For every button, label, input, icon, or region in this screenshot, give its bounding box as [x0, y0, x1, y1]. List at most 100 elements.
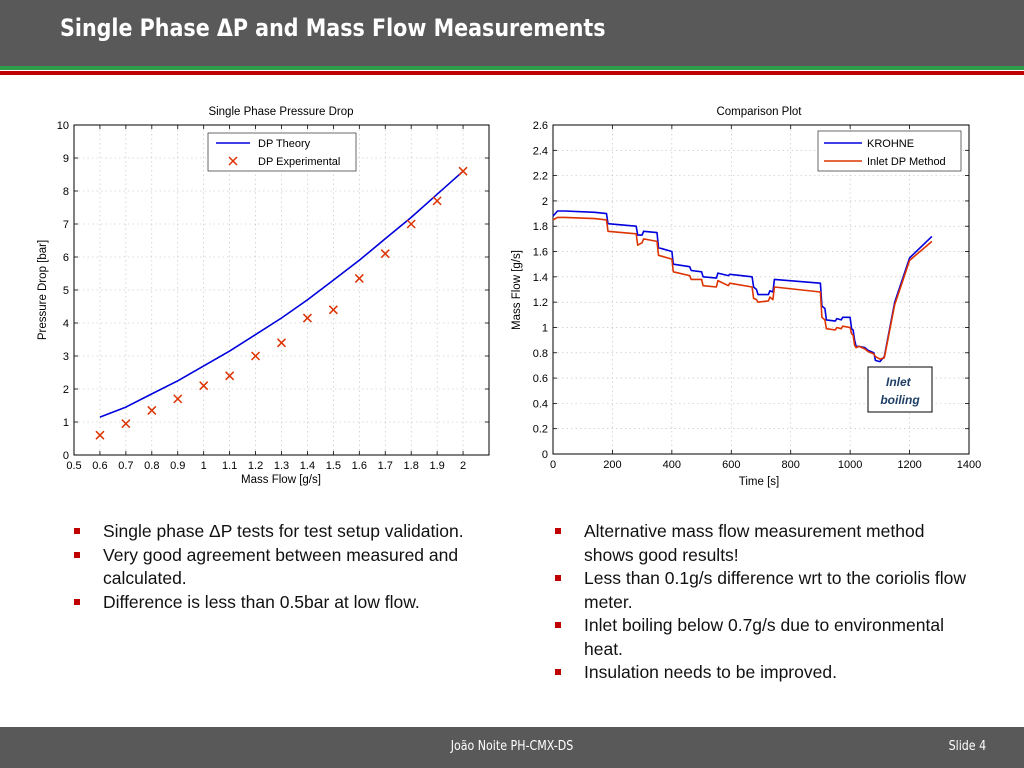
bullet-marker [555, 528, 561, 534]
charts-canvas: Single Phase Pressure Drop 0.5 0.6 0.7 0.8 0… [37, 106, 981, 488]
line-dp-theory [99, 170, 464, 418]
point-dp-experimental [302, 313, 312, 323]
right-bullet: Inlet boiling below 0.7g/s due to enviro… [553, 614, 973, 661]
point-dp-experimental [95, 430, 105, 440]
y-tick-label: 0 [542, 449, 548, 461]
x-tick-label: 400 [663, 459, 681, 471]
comparison-series [552, 210, 933, 363]
legend-dp-theory: DP Theory [258, 138, 311, 150]
bullet-text: Difference is less than 0.5bar at low fl… [103, 591, 420, 612]
left-bullet: Single phase ΔP tests for test setup val… [72, 520, 472, 544]
inlet-boiling-annotation: Inlet boiling [867, 366, 933, 413]
pressure-drop-y-label: Pressure Drop [bar] [37, 240, 49, 340]
right-bullet: Insulation needs to be improved. [553, 661, 973, 685]
line-inlet-dp-method [552, 216, 933, 360]
x-tick-label: 1 [201, 460, 207, 472]
header-stripe-green [0, 66, 1024, 70]
point-dp-experimental [458, 166, 468, 176]
pressure-drop-legend: DP Theory DP Experimental [207, 132, 357, 172]
y-tick-label: 2.2 [533, 171, 548, 183]
pressure-drop-series [95, 166, 468, 440]
bullets-right: Alternative mass flow measurement method… [553, 520, 973, 685]
y-tick-label: 2 [63, 384, 69, 396]
y-tick-label: 0.8 [533, 348, 548, 360]
y-tick-label: 1.6 [533, 247, 548, 259]
legend-inlet-dp: Inlet DP Method [867, 156, 946, 168]
y-tick-label: 2 [542, 196, 548, 208]
bullet-marker [74, 598, 80, 605]
bullet-text: Alternative mass flow measurement method… [584, 521, 925, 565]
y-tick-label: 9 [63, 153, 69, 165]
y-tick-label: 1 [63, 417, 69, 429]
header-stripe-red [0, 71, 1024, 75]
footer-author: João Noite PH-CMX-DS [450, 739, 574, 754]
x-tick-label: 1400 [957, 459, 981, 471]
y-tick-label: 0.2 [533, 424, 548, 436]
bullet-text: Inlet boiling below 0.7g/s due to enviro… [584, 615, 944, 659]
bullet-text: Insulation needs to be improved. [584, 662, 837, 682]
x-tick-label: 1.8 [404, 460, 419, 472]
bullet-text: Very good agreement between measured and… [103, 544, 459, 589]
point-dp-experimental [173, 394, 183, 404]
right-bullet: Alternative mass flow measurement method… [553, 520, 973, 567]
bullet-marker [555, 622, 561, 628]
legend-krohne: KROHNE [867, 138, 914, 150]
y-tick-label: 1.4 [533, 272, 548, 284]
x-tick-label: 1.9 [429, 460, 444, 472]
y-tick-label: 6 [63, 252, 69, 264]
comparison-y-label: Mass Flow [g/s] [511, 250, 523, 330]
point-dp-experimental [225, 371, 235, 381]
y-tick-label: 1 [542, 322, 548, 334]
point-dp-experimental [406, 219, 416, 229]
left-bullet: Difference is less than 0.5bar at low fl… [72, 591, 472, 615]
pressure-drop-chart: Single Phase Pressure Drop 0.5 0.6 0.7 0.8 0… [37, 106, 490, 486]
x-tick-label: 1.3 [274, 460, 289, 472]
x-tick-label: 0 [550, 459, 556, 471]
pressure-drop-grid [74, 125, 489, 455]
y-tick-label: 7 [63, 219, 69, 231]
x-tick-label: 0.6 [92, 460, 107, 472]
bullet-marker [555, 575, 561, 581]
x-tick-label: 600 [722, 459, 740, 471]
x-tick-label: 200 [603, 459, 621, 471]
x-tick-label: 1000 [838, 459, 862, 471]
pressure-drop-chart-title: Single Phase Pressure Drop [208, 106, 353, 118]
slide-header: Single Phase ΔP and Mass Flow Measuremen… [0, 0, 1024, 66]
bullet-marker [74, 551, 80, 558]
right-bullet: Less than 0.1g/s difference wrt to the c… [553, 567, 973, 614]
point-dp-experimental [199, 381, 209, 391]
x-tick-label: 0.9 [170, 460, 185, 472]
x-tick-label: 0.5 [66, 460, 81, 472]
y-tick-label: 10 [57, 120, 69, 132]
x-tick-label: 1.6 [352, 460, 367, 472]
point-dp-experimental [328, 305, 338, 315]
comparison-chart-title: Comparison Plot [716, 106, 802, 118]
pressure-drop-ticks: 0.5 0.6 0.7 0.8 0.9 1 1.1 1.2 1.3 1.4 1.5 1.6 1.7 1.8… [57, 120, 489, 472]
comparison-chart: Comparison Plot 0 200 400 600 800 1000 1200 140… [511, 106, 981, 488]
bullet-marker [74, 528, 80, 534]
x-tick-label: 0.7 [118, 460, 133, 472]
x-tick-label: 1200 [897, 459, 921, 471]
x-tick-label: 2 [460, 460, 466, 472]
y-tick-label: 0.4 [533, 398, 548, 410]
point-dp-experimental [251, 351, 261, 361]
point-dp-experimental [354, 273, 364, 283]
comparison-ticks: 0 200 400 600 800 1000 1200 1400 0 0.2 0.4 0.6 0.8 1 1… [533, 120, 982, 471]
x-tick-label: 1.1 [222, 460, 237, 472]
x-tick-label: 1.2 [248, 460, 263, 472]
bullet-text: Single phase ΔP tests for test setup val… [103, 521, 464, 541]
left-bullet: Very good agreement between measured and… [72, 544, 472, 591]
bullet-marker [555, 669, 561, 675]
y-tick-label: 4 [63, 318, 69, 330]
point-dp-experimental [432, 196, 442, 206]
y-tick-label: 0 [63, 450, 69, 462]
comparison-x-label: Time [s] [739, 476, 779, 488]
y-tick-label: 1.8 [533, 221, 548, 233]
y-tick-label: 2.6 [533, 120, 548, 132]
inlet-boiling-label: Inlet boiling [880, 375, 920, 407]
x-tick-label: 1.7 [378, 460, 393, 472]
bullets-left: Single phase ΔP tests for test setup val… [72, 520, 472, 614]
pressure-drop-x-label: Mass Flow [g/s] [241, 474, 321, 486]
point-dp-experimental [121, 419, 131, 429]
y-tick-label: 1.2 [533, 297, 548, 309]
